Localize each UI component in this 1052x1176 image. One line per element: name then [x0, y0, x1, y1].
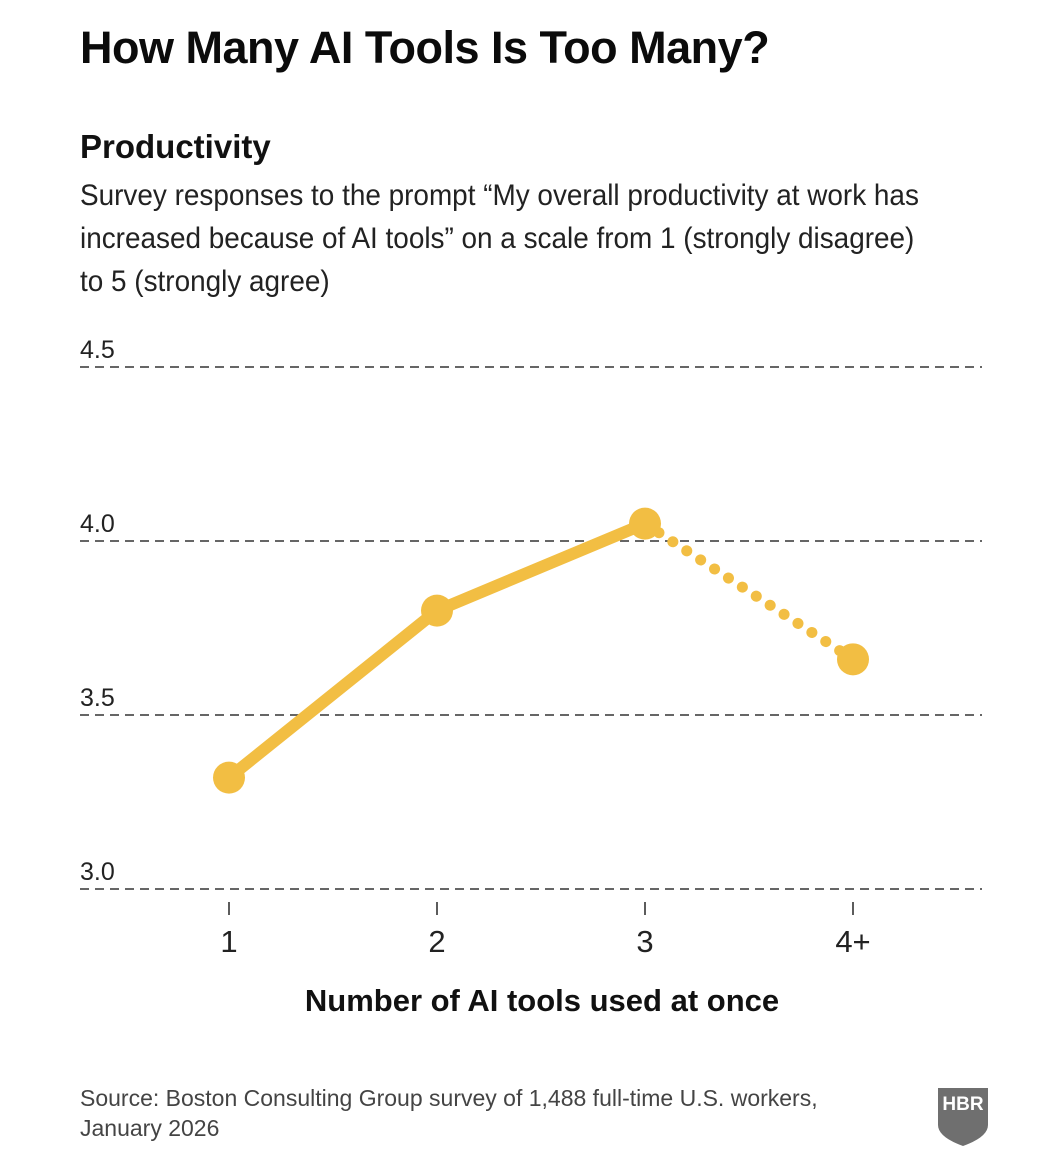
line-chart: 3.0 3.5 4.0 4.5 1 2 3 4+ Number of AI tools used… — [80, 336, 982, 1018]
data-point — [213, 761, 245, 794]
series-segment — [223, 604, 443, 784]
shield-icon — [938, 1088, 988, 1146]
x-tick-label: 3 — [636, 924, 653, 959]
source-note: Source: Boston Consulting Group survey o… — [80, 1083, 910, 1143]
y-tick-label: 4.5 — [80, 336, 115, 364]
logo-text: HBR — [942, 1094, 983, 1115]
x-tick-label: 4+ — [835, 924, 870, 959]
series-segment — [431, 517, 651, 617]
y-tick-label: 4.0 — [80, 510, 115, 538]
y-tick-label: 3.5 — [80, 684, 115, 712]
data-point — [629, 507, 661, 540]
chart-subtitle: Productivity — [80, 128, 271, 165]
chart-title: How Many AI Tools Is Too Many? — [80, 22, 770, 73]
source-line-2: January 2026 — [80, 1115, 220, 1141]
x-tick-label: 2 — [428, 924, 445, 959]
source-line-1: Source: Boston Consulting Group survey o… — [80, 1085, 818, 1111]
y-tick-label: 3.0 — [80, 858, 115, 886]
x-axis-label: Number of AI tools used at once — [305, 983, 779, 1018]
series-segment-dotted — [639, 518, 859, 665]
x-tick-label: 1 — [220, 924, 237, 959]
data-point — [421, 594, 453, 627]
hbr-logo: HBR — [938, 1088, 988, 1146]
data-point — [837, 643, 869, 676]
chart-description: Survey responses to the prompt “My overa… — [80, 179, 919, 298]
